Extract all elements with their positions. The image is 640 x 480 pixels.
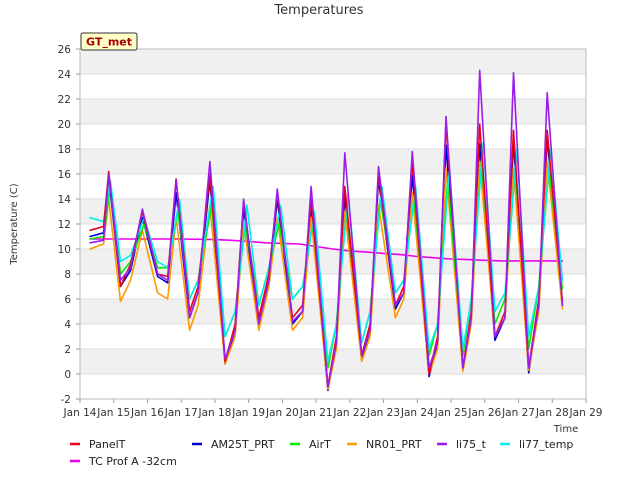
series-line-am25t-prt [89, 137, 564, 392]
x-tick-label: Jan 20 [265, 407, 299, 419]
legend-label: NR01_PRT [366, 438, 422, 451]
grid-band [80, 99, 586, 124]
y-tick-label: 26 [58, 44, 72, 56]
y-tick-label: 10 [58, 244, 71, 256]
y-tick-label: 20 [58, 119, 71, 131]
grid-band [80, 49, 586, 74]
series-line-nr01-prt [89, 160, 564, 390]
plot-frame [79, 48, 587, 400]
legend-item: li77_temp [500, 438, 573, 451]
y-tick-label: 4 [64, 319, 71, 331]
y-tick-label: 12 [58, 219, 71, 231]
dataset-badge: GT_met [80, 32, 138, 51]
y-tick-label: 22 [58, 94, 71, 106]
x-tick-label: Jan 29 [569, 407, 603, 419]
grid-band [80, 149, 586, 174]
x-tick-label: Jan 23 [366, 407, 400, 419]
x-tick-label: Jan 26 [467, 407, 501, 419]
grid-band [80, 124, 586, 149]
legend-item: li75_t [437, 438, 487, 451]
legend-label: li77_temp [519, 438, 573, 451]
x-tick-label: Jan 19 [231, 407, 265, 419]
y-tick-label: -2 [61, 394, 71, 406]
y-tick-label: 8 [64, 269, 71, 281]
x-tick-label: Jan 15 [96, 407, 130, 419]
y-tick-label: 24 [58, 69, 72, 81]
x-tick-label: Jan 21 [299, 407, 333, 419]
x-axis-ticks: Jan 14 Jan 15 Jan 16 Jan 17 Jan 18 Jan 19 Jan … [63, 399, 603, 419]
legend-label: AM25T_PRT [211, 438, 275, 451]
x-tick-label: Jan 22 [332, 407, 366, 419]
y-tick-label: 2 [64, 344, 71, 356]
legend-item: NR01_PRT [347, 438, 422, 451]
plot-background [80, 48, 586, 400]
x-tick-label: Jan 27 [501, 407, 535, 419]
y-axis-title: Temperature (C) [9, 183, 20, 265]
x-tick-label: Jan 17 [164, 407, 198, 419]
legend-label: PanelT [89, 438, 126, 451]
grid-band [80, 374, 586, 399]
x-tick-label: Jan 16 [130, 407, 164, 419]
series-layer [89, 69, 564, 392]
grid-band [80, 174, 586, 199]
legend-item: PanelT [70, 438, 126, 451]
x-tick-label: Jan 28 [535, 407, 569, 419]
x-tick-label: Jan 14 [63, 407, 97, 419]
legend-item: TC Prof A -32cm [70, 455, 177, 468]
y-tick-label: 14 [58, 194, 72, 206]
series-line-li75-t [89, 69, 564, 388]
legend-label: TC Prof A -32cm [88, 455, 177, 468]
legend-item: AirT [290, 438, 331, 451]
badge-label: GT_met [86, 36, 132, 49]
x-axis-title: Time [553, 424, 578, 435]
grid-band [80, 224, 586, 249]
x-tick-label: Jan 25 [434, 407, 468, 419]
chart-title: Temperatures [273, 3, 363, 18]
grid-band [80, 299, 586, 324]
y-tick-label: 16 [58, 169, 72, 181]
y-tick-label: 18 [58, 144, 71, 156]
legend: PanelT AM25T_PRT AirT NR01_PRT li75_t li77_te… [70, 438, 573, 468]
y-tick-label: 0 [64, 369, 71, 381]
grid-band [80, 74, 586, 99]
legend-item: AM25T_PRT [192, 438, 275, 451]
legend-label: li75_t [456, 438, 487, 451]
badge-box [80, 32, 138, 51]
x-tick-label: Jan 24 [400, 407, 434, 419]
x-tick-label: Jan 18 [197, 407, 231, 419]
legend-label: AirT [309, 438, 331, 451]
y-tick-label: 6 [64, 294, 71, 306]
grid-band [80, 199, 586, 224]
